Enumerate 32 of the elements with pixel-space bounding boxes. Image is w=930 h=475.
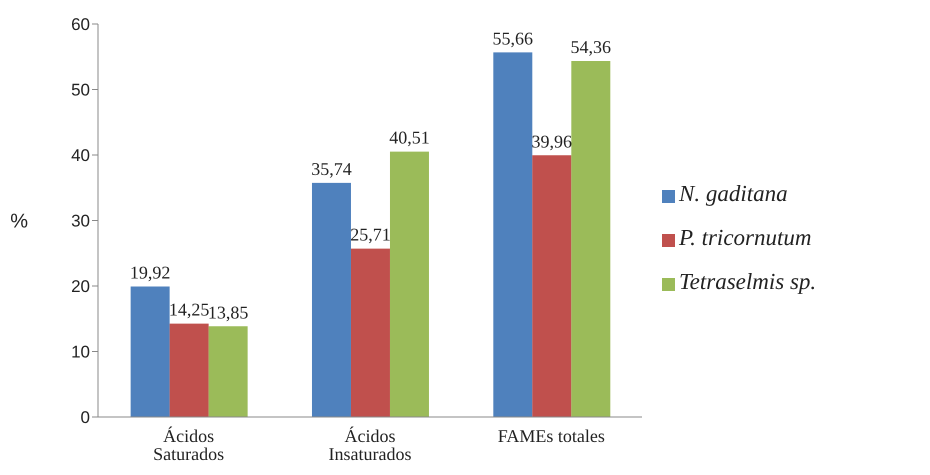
data-label: 54,36 <box>570 36 612 57</box>
bar <box>130 286 170 417</box>
data-label: 14,25 <box>168 300 210 320</box>
bar <box>532 155 572 417</box>
legend-label: N. gaditana <box>679 180 788 206</box>
data-label: 13,85 <box>208 302 248 322</box>
bar <box>170 324 209 417</box>
y-tick-label: 30 <box>71 212 90 231</box>
bar <box>493 52 532 417</box>
data-label: 25,71 <box>350 224 391 245</box>
legend-label: Tetraselmis sp. <box>679 268 816 294</box>
data-label: 55,66 <box>492 28 534 48</box>
data-label: 40,51 <box>389 128 430 148</box>
bar <box>312 182 351 417</box>
legend-label: P. tricornutum <box>679 224 812 250</box>
x-tick-label: Ácidos Saturados <box>153 426 224 464</box>
y-tick-label: 60 <box>71 15 90 34</box>
y-tick-label: 20 <box>71 277 90 296</box>
y-tick-label: 0 <box>80 408 90 428</box>
y-tick-label: 50 <box>71 80 90 100</box>
x-tick-label: Ácidos Insaturados <box>328 426 412 464</box>
bar <box>350 248 390 417</box>
data-label: 19,92 <box>130 262 170 283</box>
y-tick-label: 10 <box>71 342 90 362</box>
y-axis-title: % <box>10 210 28 233</box>
data-label: 39,96 <box>532 131 572 152</box>
bar <box>571 60 610 417</box>
y-tick-label: 40 <box>71 146 90 166</box>
bar <box>208 326 248 417</box>
bar <box>390 152 429 417</box>
x-tick-label: FAMEs totales <box>498 426 605 446</box>
data-label: 35,74 <box>311 158 352 179</box>
